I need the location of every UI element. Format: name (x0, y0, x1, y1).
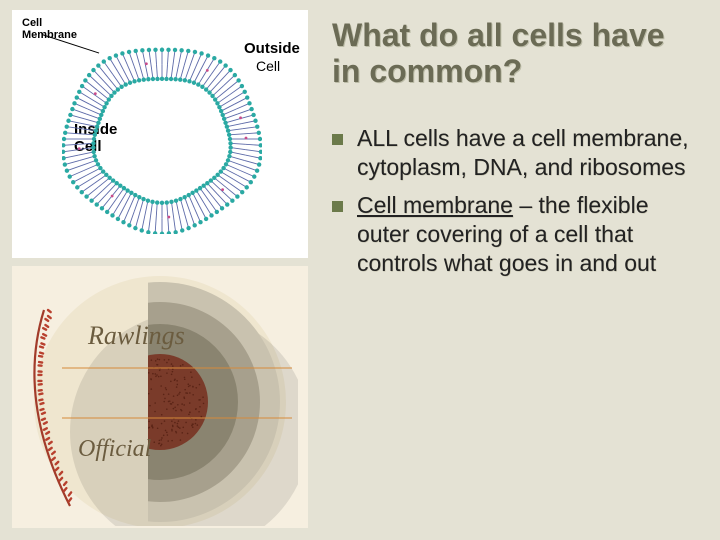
term: Cell membrane (357, 192, 513, 218)
slide-title: What do all cells have in common? (332, 18, 692, 90)
bullet-text: ALL cells have a cell membrane, cytoplas… (357, 124, 692, 183)
membrane-svg (62, 44, 262, 234)
svg-text:Official: Official (78, 436, 152, 462)
left-column: Cell Membrane Outside Cell Inside Cell R… (0, 0, 320, 540)
bullet-item: ALL cells have a cell membrane, cytoplas… (332, 124, 692, 183)
bullet-marker-icon (332, 134, 343, 145)
bullet-marker-icon (332, 201, 343, 212)
bullet-text: Cell membrane – the flexible outer cover… (357, 191, 692, 279)
svg-text:Rawlings: Rawlings (87, 321, 185, 350)
baseball-cutaway: Rawlings Official (12, 266, 308, 528)
bullet-list: ALL cells have a cell membrane, cytoplas… (332, 124, 692, 279)
slide: Cell Membrane Outside Cell Inside Cell R… (0, 0, 720, 540)
right-column: What do all cells have in common? ALL ce… (320, 0, 720, 540)
baseball-svg: Rawlings Official (22, 270, 298, 526)
bullet-item: Cell membrane – the flexible outer cover… (332, 191, 692, 279)
cell-membrane-diagram: Cell Membrane Outside Cell Inside Cell (12, 10, 308, 258)
